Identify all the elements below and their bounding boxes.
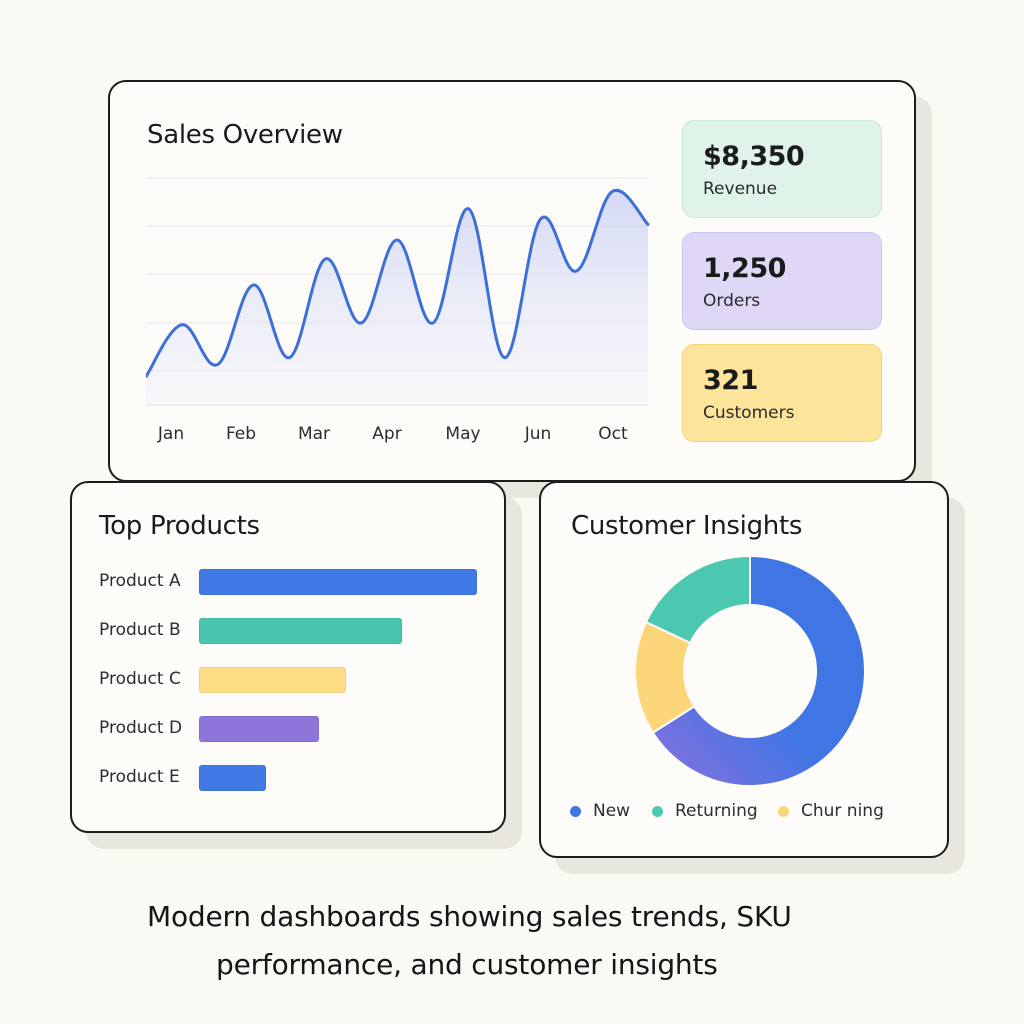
customer-insights-title: Customer Insights <box>571 511 803 541</box>
revenue-label: Revenue <box>703 179 778 199</box>
product-label: Product C <box>99 669 181 689</box>
legend-returning: Returning <box>652 801 758 821</box>
revenue-stat-card[interactable]: $8,350 Revenue <box>682 120 882 218</box>
product-label: Product E <box>99 767 180 787</box>
legend-churning-dot <box>778 805 789 817</box>
legend-churning: Chur ning <box>778 801 884 821</box>
orders-value: 1,250 <box>703 253 786 284</box>
product-label: Product D <box>99 718 183 738</box>
product-bar[interactable] <box>199 618 402 644</box>
product-label: Product B <box>99 620 181 640</box>
product-label: Product A <box>99 571 181 591</box>
customers-label: Customers <box>703 403 795 423</box>
legend-new-dot <box>570 805 581 817</box>
donut-slice-returning[interactable] <box>644 554 751 645</box>
customer-donut-chart <box>634 554 866 787</box>
legend-new: New <box>570 801 630 821</box>
product-bar[interactable] <box>199 716 319 742</box>
sales-overview-title: Sales Overview <box>147 120 343 150</box>
legend-churning-label: Chur ning <box>801 801 884 821</box>
month-label-jun: Jun <box>524 424 552 444</box>
month-label-may: May <box>445 424 481 444</box>
product-bar[interactable] <box>199 765 266 791</box>
month-label-jan: Jan <box>157 424 185 444</box>
sales-overview-card: Sales Overview Jan Feb Mar Apr May Jun O… <box>108 80 916 482</box>
top-products-card: Top Products Product A Product B Product C… <box>70 481 506 833</box>
sales-area-fill <box>146 190 648 406</box>
donut-slice-new[interactable] <box>651 554 866 787</box>
legend-new-label: New <box>593 801 631 821</box>
month-label-feb: Feb <box>225 424 257 444</box>
customer-insights-card: Customer Insights New Returning Chur nin… <box>539 481 949 858</box>
month-label-mar: Mar <box>297 424 331 444</box>
customers-stat-card[interactable]: 321 Customers <box>682 344 882 442</box>
caption-line-1: Modern dashboards showing sales trends, … <box>147 900 792 933</box>
month-label-oct: Oct <box>598 424 628 444</box>
legend-returning-dot <box>652 805 663 817</box>
product-bar[interactable] <box>199 667 347 693</box>
legend-returning-label: Returning <box>675 801 758 821</box>
orders-label: Orders <box>703 291 761 311</box>
top-products-title: Top Products <box>99 511 260 541</box>
sales-line-chart <box>146 177 650 406</box>
sales-line-series <box>146 188 650 379</box>
product-bar[interactable] <box>199 569 477 595</box>
customers-value: 321 <box>703 365 758 396</box>
revenue-value: $8,350 <box>703 141 805 172</box>
orders-stat-card[interactable]: 1,250 Orders <box>682 232 882 330</box>
caption-line-2: performance, and customer insights <box>216 948 718 981</box>
month-label-apr: Apr <box>372 424 402 444</box>
